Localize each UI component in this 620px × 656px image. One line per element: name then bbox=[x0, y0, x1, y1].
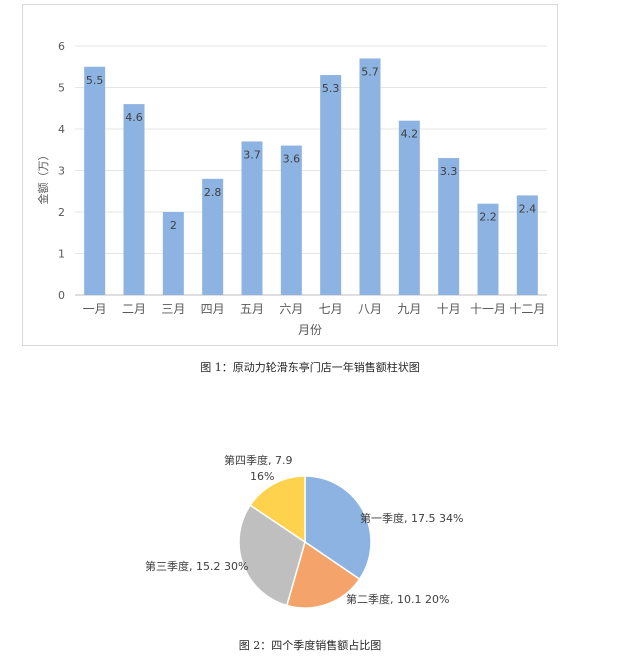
x-tick-label: 十月 bbox=[437, 302, 461, 316]
x-tick-label: 三月 bbox=[161, 302, 185, 316]
y-tick-label: 5 bbox=[58, 82, 65, 95]
bar-chart-caption: 图 1：原动力轮滑东亭门店一年销售额柱状图 bbox=[200, 361, 420, 374]
bar bbox=[516, 195, 538, 295]
y-tick-label: 1 bbox=[58, 248, 65, 261]
pie-label-q1: 第一季度, 17.5 34% bbox=[360, 511, 463, 525]
bar bbox=[320, 75, 342, 295]
bar-chart: 0 1 2 3 4 5 6 5.5 4.6 2 2.8 3.7 3.6 5.3 5.7 4.2 3.3 2.2 2… bbox=[36, 40, 547, 337]
pie-chart-caption: 图 2：四个季度销售额占比图 bbox=[238, 639, 382, 652]
bar bbox=[123, 104, 145, 295]
x-tick-label: 一月 bbox=[83, 302, 107, 316]
bar-data-label: 4.6 bbox=[125, 111, 143, 124]
pie-slice bbox=[285, 540, 361, 609]
x-tick-label: 五月 bbox=[240, 302, 264, 316]
pie-label-q3: 第三季度, 15.2 30% bbox=[145, 559, 248, 573]
bar bbox=[241, 141, 263, 295]
bar-data-label: 2.2 bbox=[479, 211, 497, 224]
x-tick-label: 九月 bbox=[397, 302, 421, 316]
y-tick-label: 3 bbox=[58, 165, 65, 178]
bar-data-label: 4.2 bbox=[401, 128, 419, 141]
bar-data-label: 2.8 bbox=[204, 186, 222, 199]
bar-chart-frame: 0 1 2 3 4 5 6 5.5 4.6 2 2.8 3.7 3.6 5.3 5.7 4.2 3.3 2.2 2… bbox=[22, 4, 558, 346]
bar-series bbox=[84, 58, 538, 296]
pie-slice bbox=[249, 475, 306, 544]
y-tick-label: 6 bbox=[58, 40, 65, 53]
bar bbox=[477, 203, 499, 295]
x-axis-tick-labels: 一月 二月 三月 四月 五月 六月 七月 八月 九月 十月 十一月 十二月 bbox=[83, 302, 546, 316]
bar-data-label: 2 bbox=[170, 219, 177, 232]
pie-slice bbox=[238, 504, 306, 607]
y-tick-label: 0 bbox=[58, 289, 65, 302]
pie-label-q2: 第二季度, 10.1 20% bbox=[346, 592, 449, 606]
x-tick-label: 七月 bbox=[319, 302, 343, 316]
bar-data-label: 5.5 bbox=[86, 74, 104, 87]
x-tick-label: 二月 bbox=[122, 302, 146, 316]
x-tick-label: 六月 bbox=[279, 302, 303, 316]
bar bbox=[202, 178, 224, 295]
x-tick-label: 十一月 bbox=[470, 302, 506, 316]
bar-data-labels: 5.5 4.6 2 2.8 3.7 3.6 5.3 5.7 4.2 3.3 2.2 2.4 bbox=[86, 65, 536, 232]
bar-data-label: 2.4 bbox=[519, 202, 537, 215]
y-tick-label: 2 bbox=[58, 206, 65, 219]
bar-data-label: 5.3 bbox=[322, 82, 340, 95]
y-axis-tick-labels: 0 1 2 3 4 5 6 bbox=[58, 40, 65, 302]
pie-slices bbox=[238, 475, 372, 609]
bar-data-label: 3.7 bbox=[243, 148, 261, 161]
bar bbox=[162, 212, 184, 295]
bar-data-label: 5.7 bbox=[361, 65, 379, 78]
x-tick-label: 四月 bbox=[201, 302, 225, 316]
x-tick-label: 十二月 bbox=[509, 302, 545, 316]
pie-label-q4-percent: 16% bbox=[250, 470, 274, 483]
y-tick-label: 4 bbox=[58, 123, 65, 136]
pie-label-q4: 第四季度, 7.9 bbox=[224, 453, 293, 467]
bar-chart-gridlines bbox=[75, 45, 547, 296]
y-axis-label: 金额（万） bbox=[36, 150, 50, 205]
pie-chart: 第一季度, 17.5 34% 第二季度, 10.1 20% 第三季度, 15.2… bbox=[145, 453, 463, 609]
bar-data-label: 3.3 bbox=[440, 165, 458, 178]
bar bbox=[398, 120, 420, 295]
pie-slice bbox=[304, 475, 372, 581]
bar-data-label: 3.6 bbox=[283, 153, 301, 166]
bar bbox=[84, 66, 106, 295]
bar bbox=[359, 58, 381, 296]
x-tick-label: 八月 bbox=[358, 302, 382, 316]
bar bbox=[280, 145, 302, 295]
bar bbox=[438, 158, 460, 295]
x-axis-label: 月份 bbox=[298, 323, 322, 337]
